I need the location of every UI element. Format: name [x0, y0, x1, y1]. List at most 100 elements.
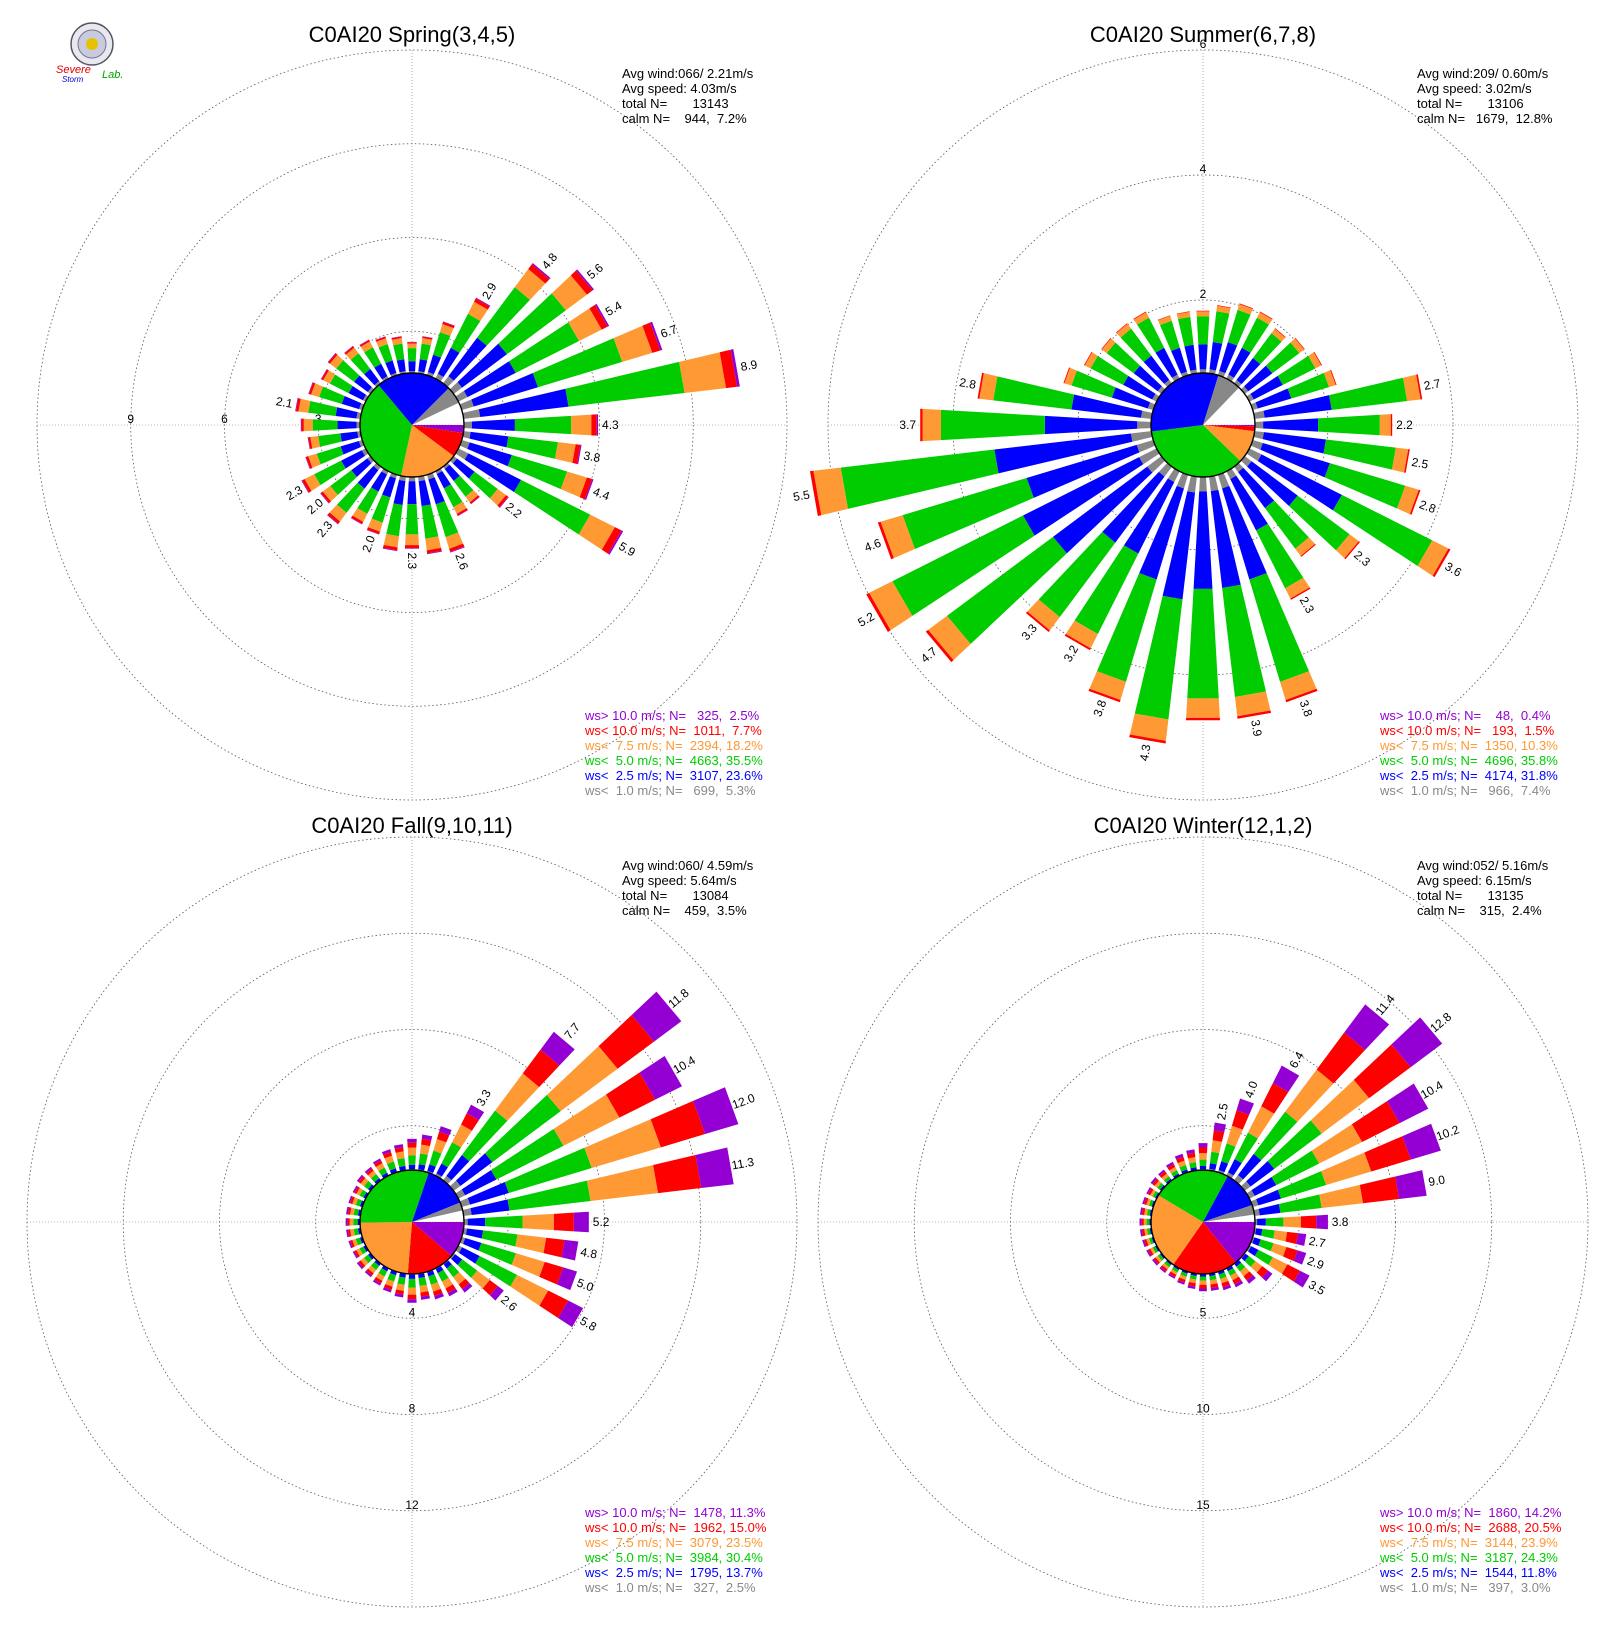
bar-segment — [560, 471, 587, 498]
bar-segment — [1038, 531, 1116, 618]
bar-segment — [1232, 1276, 1242, 1285]
bar-segment — [1157, 1182, 1164, 1190]
bar-segment — [514, 479, 591, 535]
bar-segment — [420, 1295, 431, 1300]
bar-segment — [350, 1196, 355, 1205]
bar-segment — [385, 1279, 395, 1287]
bar-label: 4.3 — [602, 418, 619, 432]
bar-segment — [1217, 1169, 1225, 1175]
bar-segment — [1255, 1228, 1263, 1236]
bar-segment — [1139, 1207, 1143, 1215]
bar-segment — [1244, 1256, 1256, 1267]
bar-label: 8.9 — [739, 357, 758, 374]
bar-segment — [452, 458, 475, 479]
center-pie-slice — [360, 385, 412, 476]
bar-label: 9.0 — [1427, 1172, 1446, 1189]
bar-segment — [1101, 338, 1116, 354]
bar-segment — [1181, 1169, 1188, 1174]
bar-segment — [465, 490, 479, 503]
bar-segment — [1166, 1260, 1172, 1266]
bar-segment — [584, 1119, 661, 1169]
ring-10 — [1010, 1029, 1396, 1415]
bar-segment — [1241, 1253, 1249, 1262]
bar-label: 5.2 — [593, 1215, 610, 1229]
bar-segment — [1218, 1161, 1229, 1173]
panel-title: C0AI20 Winter(12,1,2) — [1094, 813, 1313, 838]
bar-segment — [489, 1285, 504, 1301]
bar-segment — [1237, 304, 1253, 315]
bar-segment — [298, 398, 311, 413]
bar-segment — [1150, 1177, 1157, 1185]
bar-segment — [363, 1180, 373, 1190]
center-pie-slice — [412, 1222, 465, 1256]
bar-segment — [366, 1168, 374, 1176]
bar-segment — [495, 1073, 540, 1121]
bar-segment — [436, 470, 451, 489]
legend-entry: ws< 5.0 m/s; N= 3187, 24.3% — [1379, 1550, 1558, 1565]
bar-label: 3.9 — [1248, 719, 1265, 738]
bar-segment — [1134, 595, 1183, 720]
bar-segment — [350, 1228, 355, 1237]
bar-segment — [1141, 1207, 1146, 1216]
bar-segment — [979, 373, 998, 401]
bar-segment — [1159, 1171, 1167, 1178]
bar-segment — [1220, 1276, 1229, 1284]
bar-segment — [1227, 1268, 1237, 1276]
bar-segment — [467, 301, 488, 321]
bar-segment — [1130, 431, 1153, 442]
bar-segment — [352, 1251, 358, 1259]
bar-segment — [349, 1218, 354, 1226]
bar-segment — [441, 1142, 462, 1168]
bar-segment — [1252, 333, 1282, 365]
bar-segment — [571, 414, 592, 436]
bar-segment — [359, 339, 370, 346]
bar-segment — [1277, 355, 1316, 385]
bar-segment — [1293, 1270, 1310, 1288]
bar-segment — [1228, 1159, 1242, 1176]
bar-segment — [391, 336, 402, 339]
bar-segment — [383, 533, 399, 548]
bar-segment — [375, 336, 386, 341]
bar-segment — [447, 1288, 458, 1297]
bar-segment — [922, 408, 941, 442]
bar-segment — [1186, 1149, 1195, 1155]
windrose-panel-1: 2 4 6 2.7 2.2 2.5 2.8 3.6 2.3 2.3 3.8 3.9 4.3 3.8 3.2 3… — [792, 22, 1579, 801]
bar-segment — [1140, 410, 1153, 419]
bar-segment — [356, 1174, 364, 1183]
bar-segment — [1296, 1233, 1307, 1246]
bar-segment — [344, 346, 355, 355]
bar-segment — [461, 1113, 479, 1131]
bar-segment — [459, 1236, 466, 1244]
bar-segment — [316, 446, 344, 465]
bar-segment — [1281, 1264, 1301, 1282]
bar-segment — [341, 395, 362, 410]
bar-segment — [1063, 367, 1070, 384]
bar-segment — [329, 504, 347, 522]
bar-segment — [442, 321, 455, 327]
bar-segment — [458, 1247, 480, 1264]
stat-avg-speed: Avg speed: 5.64m/s — [622, 873, 737, 888]
bar-segment — [404, 547, 420, 549]
bar-segment — [397, 1276, 406, 1285]
bar-segment — [357, 1228, 361, 1235]
bar-segment — [304, 474, 321, 492]
bar-segment — [322, 485, 338, 502]
bar-segment — [1273, 1230, 1288, 1242]
bar-segment — [319, 386, 345, 404]
bar-segment — [295, 397, 299, 412]
bar-segment — [433, 1139, 447, 1154]
bar-segment — [558, 1300, 584, 1328]
bar-segment — [1300, 543, 1316, 557]
bar-segment — [407, 1294, 417, 1300]
bar-segment — [1209, 1163, 1217, 1170]
bar-segment — [1226, 1172, 1234, 1179]
bar-segment — [693, 1087, 739, 1135]
bar-segment — [381, 468, 389, 475]
bar-segment — [1177, 1160, 1186, 1168]
bar-segment — [407, 1299, 417, 1303]
bar-label: 11.3 — [731, 1155, 756, 1173]
bar-segment — [445, 532, 464, 549]
bar-segment — [650, 1100, 706, 1148]
bar-segment — [1226, 374, 1235, 382]
bar-segment — [1181, 1270, 1188, 1274]
